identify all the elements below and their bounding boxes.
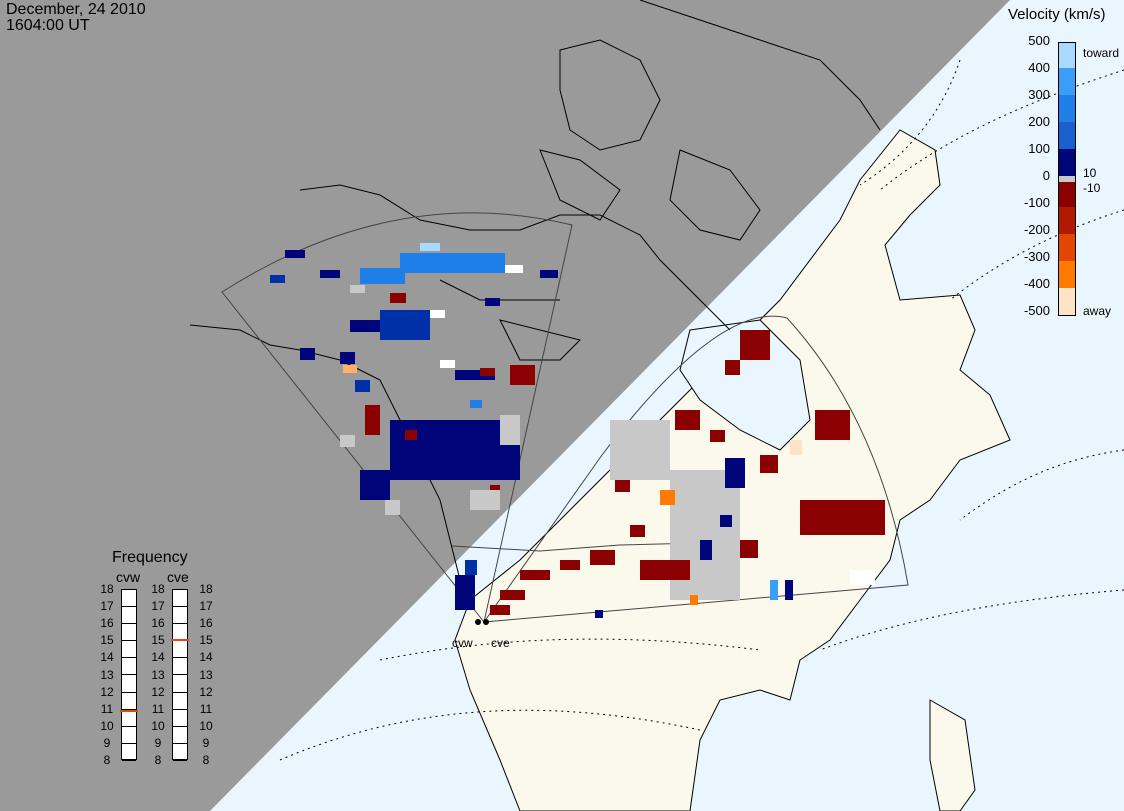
radar-site-cvw xyxy=(475,619,481,625)
radar-site-cve xyxy=(483,619,489,625)
frequency-tick: 11 xyxy=(151,701,165,716)
colorbar-tick: 300 xyxy=(1028,87,1050,102)
frequency-cell xyxy=(122,590,136,608)
frequency-cell xyxy=(173,624,187,642)
colorbar-title: Velocity (km/s) xyxy=(1008,6,1106,23)
frequency-tick: 13 xyxy=(100,667,114,682)
frequency-cell xyxy=(122,658,136,676)
colorbar-tick: -100 xyxy=(1023,195,1050,210)
frequency-tick: 12 xyxy=(199,684,213,699)
colorbar-tick: -400 xyxy=(1023,276,1050,291)
frequency-tick: 15 xyxy=(151,633,165,648)
frequency-cell xyxy=(173,676,187,693)
frequency-tick: 14 xyxy=(199,650,213,665)
colorbar-tick: -500 xyxy=(1023,303,1050,318)
date-label: December, 24 2010 xyxy=(6,1,146,18)
frequency-tick: 8 xyxy=(154,753,162,767)
night-shading xyxy=(0,0,1010,811)
frequency-cell xyxy=(173,744,187,761)
frequency-bar-cve xyxy=(171,589,189,761)
cve-scatter-cells xyxy=(490,330,885,618)
frequency-cell xyxy=(122,693,136,710)
colorbar-tick: 500 xyxy=(1028,33,1050,48)
frequency-tick: 13 xyxy=(199,667,213,682)
frequency-tick: 10 xyxy=(151,718,165,733)
frequency-channel-cvw: cvw xyxy=(116,569,141,585)
frequency-tick: 18 xyxy=(151,582,165,596)
colorbar-tick: 0 xyxy=(1042,168,1050,183)
frequency-tick: 9 xyxy=(154,735,162,750)
cvw-scatter-cells xyxy=(270,243,558,610)
landmass-florida xyxy=(929,699,976,811)
frequency-tick: 17 xyxy=(151,599,165,614)
latitude-circles xyxy=(279,59,1124,761)
frequency-cell xyxy=(122,676,136,693)
frequency-cell xyxy=(173,607,187,625)
frequency-tick: 13 xyxy=(151,667,165,682)
hudson-bay xyxy=(679,319,811,451)
frequency-tick: 17 xyxy=(199,599,213,614)
frequency-bar-cvw xyxy=(120,589,138,761)
frequency-marker-cvw xyxy=(120,710,138,713)
frequency-tick: 18 xyxy=(100,582,114,596)
frequency-cell xyxy=(122,641,136,659)
frequency-tick: 10 xyxy=(100,718,114,733)
frequency-tick: 9 xyxy=(103,735,111,750)
frequency-cell xyxy=(122,727,136,744)
frequency-tick: 16 xyxy=(151,616,165,631)
coastlines xyxy=(189,0,881,581)
frequency-cell xyxy=(173,641,187,659)
frequency-cell xyxy=(122,607,136,625)
frequency-cell xyxy=(173,693,187,710)
frequency-cell xyxy=(173,658,187,676)
frequency-tick: 14 xyxy=(151,650,165,665)
frequency-tick: 15 xyxy=(100,633,114,648)
frequency-tick: 15 xyxy=(199,633,213,648)
frequency-marker-cve xyxy=(171,638,189,641)
frequency-tick: 16 xyxy=(199,616,213,631)
frequency-cell xyxy=(122,710,136,727)
frequency-tick: 16 xyxy=(100,616,114,631)
colorbar-tick: 400 xyxy=(1028,60,1050,75)
frequency-tick: 12 xyxy=(100,684,114,699)
frequency-cell xyxy=(122,744,136,761)
frequency-cell xyxy=(122,624,136,642)
radar-label-cve: cve xyxy=(491,636,510,650)
frequency-tick: 18 xyxy=(199,582,213,596)
frequency-tick: 9 xyxy=(202,735,210,750)
colorbar-tick: -300 xyxy=(1023,249,1050,264)
frequency-tick: 14 xyxy=(100,650,114,665)
frequency-tick: 11 xyxy=(100,701,114,716)
frequency-tick: 12 xyxy=(151,684,165,699)
frequency-tick: 11 xyxy=(199,701,213,716)
colorbar-tick: 200 xyxy=(1028,114,1050,129)
frequency-cell xyxy=(173,727,187,744)
frequency-tick: 8 xyxy=(103,753,111,767)
frequency-tick: 10 xyxy=(199,718,213,733)
frequency-cell xyxy=(173,710,187,727)
time-label: 1604:00 UT xyxy=(6,17,90,34)
frequency-cell xyxy=(173,590,187,608)
frequency-channel-cve: cve xyxy=(167,569,189,585)
frequency-title: Frequency xyxy=(112,549,188,566)
colorbar-pos-threshold: 10 xyxy=(1083,166,1097,180)
colorbar-toward-label: toward xyxy=(1083,46,1120,60)
frequency-tick: 8 xyxy=(202,753,210,767)
colorbar-away-label: away xyxy=(1083,304,1112,318)
colorbar-neg-threshold: -10 xyxy=(1083,181,1101,195)
velocity-colorbar xyxy=(1058,42,1076,316)
radar-label-cvw: cvw xyxy=(452,636,473,650)
colorbar-tick: 100 xyxy=(1028,141,1050,156)
radar-fov-outlines xyxy=(221,212,909,624)
colorbar-tick: -200 xyxy=(1023,222,1050,237)
colorbar-segments xyxy=(1059,43,1075,315)
frequency-tick: 17 xyxy=(100,599,114,614)
